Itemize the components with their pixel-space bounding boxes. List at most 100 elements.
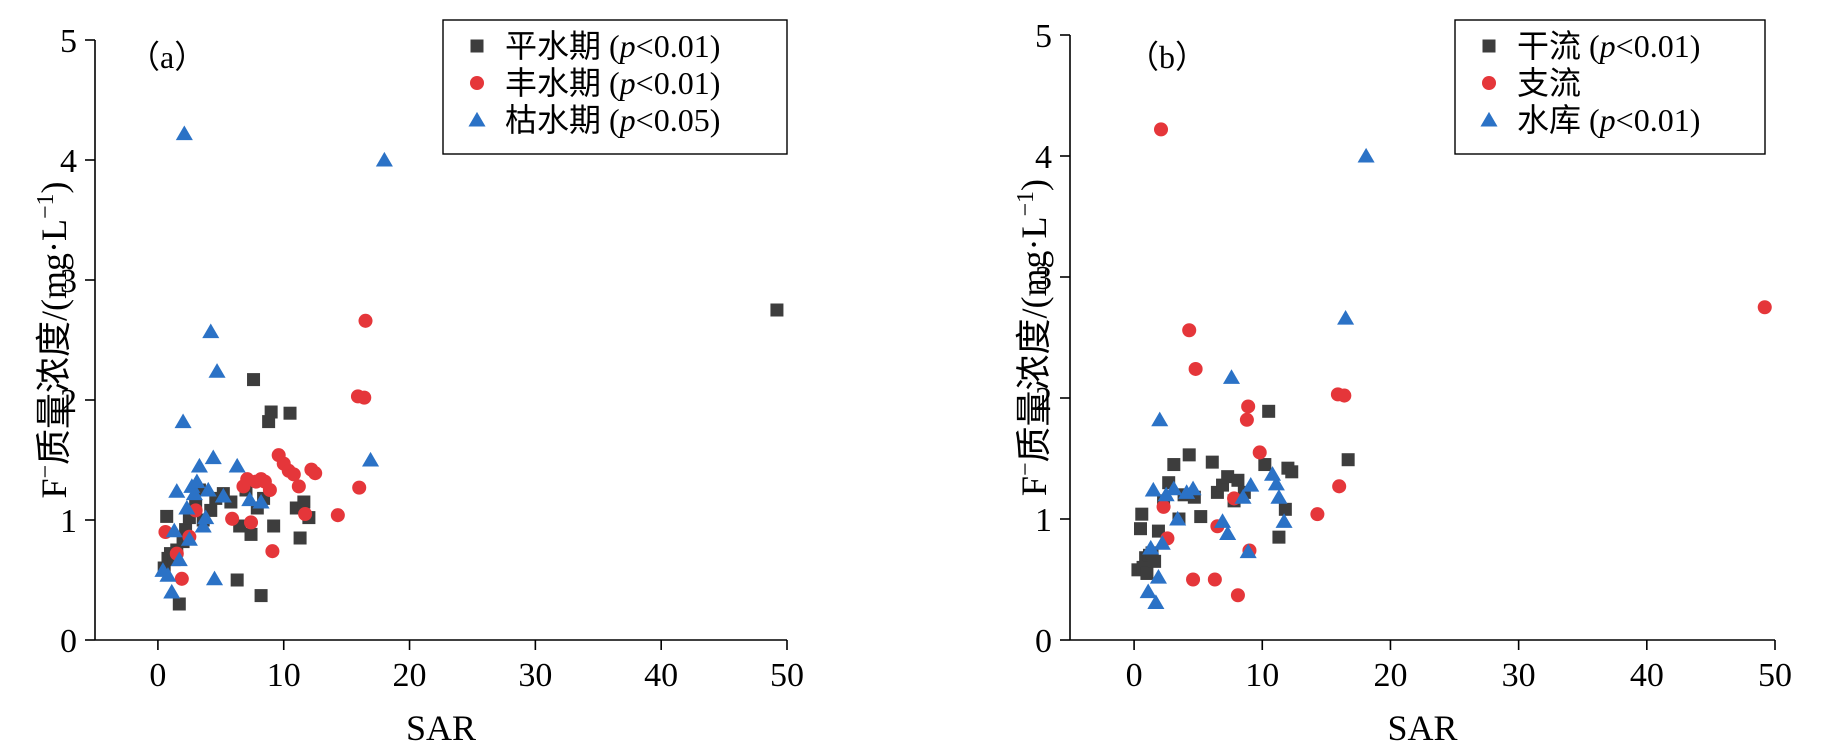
panel-label: （a）: [128, 39, 206, 75]
series-3: [154, 125, 393, 599]
legend-stat-value: <0.05): [636, 102, 721, 138]
data-point: [286, 467, 301, 482]
legend-stat-p: p: [1598, 102, 1616, 138]
chart-panel-a: 0 10 20 30 40 50 0 1 2 3 4 5 SAR F−质量浓度/(mg·L−1) （a） 平水…: [33, 19, 804, 748]
panel-label: （b）: [1127, 39, 1207, 75]
legend-series-name: 水库: [1517, 102, 1589, 138]
data-point: [165, 522, 183, 538]
data-point: [1262, 404, 1276, 418]
legend-stat-value: <0.01): [1616, 102, 1701, 138]
data-point: [1231, 473, 1245, 487]
data-point: [1272, 530, 1286, 544]
x-tick-label: 10: [267, 657, 301, 694]
data-point: [1169, 510, 1187, 526]
y-tick-label: 3: [1035, 260, 1052, 297]
data-point: [1153, 535, 1171, 550]
data-point: [230, 573, 244, 587]
legend-label: 支流: [1517, 65, 1581, 101]
legend-stat-open: (: [609, 65, 620, 101]
data-point: [770, 303, 784, 317]
y-axis-title-text: F: [1014, 476, 1054, 496]
data-point: [172, 597, 186, 611]
data-point: [254, 589, 268, 603]
x-axis-title: SAR: [406, 708, 476, 748]
data-point: [1165, 480, 1183, 496]
data-point: [1207, 572, 1222, 587]
y-tick-label: 5: [1035, 18, 1052, 55]
legend-stat-value: <0.01): [636, 28, 721, 64]
legend-stat-p: p: [618, 28, 636, 64]
data-point: [1278, 502, 1292, 516]
legend-stat-open: (: [1589, 28, 1600, 64]
data-point: [1188, 361, 1203, 376]
y-tick-label: 0: [1035, 623, 1052, 660]
legend-label: 水库 (p<0.01): [1517, 102, 1700, 138]
data-point: [1332, 479, 1347, 494]
data-point: [1221, 470, 1235, 484]
legend-label: 干流 (p<0.01): [1517, 28, 1700, 64]
legend-box: [1454, 19, 1766, 155]
data-point: [1285, 465, 1299, 479]
x-tick-label: 20: [1373, 657, 1407, 694]
legend-label: 平水期 (p<0.01): [505, 28, 720, 64]
legend: 平水期 (p<0.01)丰水期 (p<0.01)枯水期 (p<0.05): [442, 19, 788, 155]
data-point: [298, 506, 313, 522]
data-point: [214, 487, 232, 503]
data-point: [1139, 583, 1157, 599]
data-point: [228, 457, 246, 473]
series-2: [1153, 122, 1772, 603]
data-point: [1135, 507, 1149, 521]
data-point: [1275, 513, 1293, 528]
y-axis-title-superscript: −: [33, 465, 59, 479]
data-point: [1140, 566, 1154, 580]
x-tick-label: 0: [149, 657, 166, 694]
data-point: [1270, 489, 1288, 504]
data-point: [1252, 445, 1267, 460]
data-point: [204, 449, 222, 465]
y-axis-title-superscript: −: [1013, 462, 1039, 476]
y-tick-label: 1: [1035, 502, 1052, 539]
data-point: [1151, 411, 1169, 427]
data-point: [293, 531, 307, 545]
data-point: [1258, 458, 1272, 472]
y-tick-label: 0: [60, 623, 77, 660]
y-axis-title-text: F: [34, 479, 74, 499]
y-tick-label: 1: [60, 503, 77, 540]
y-tick-label: 3: [60, 263, 77, 300]
data-point: [1357, 147, 1375, 163]
data-point: [1214, 513, 1232, 528]
legend-marker: [1480, 111, 1498, 127]
data-point: [199, 481, 217, 497]
data-point: [1239, 543, 1257, 559]
data-point: [243, 515, 259, 530]
data-point: [1337, 388, 1352, 403]
data-point: [1182, 448, 1196, 462]
y-tick-label: 4: [1035, 139, 1052, 176]
data-point: [163, 583, 181, 599]
data-point: [1194, 510, 1208, 524]
legend-stat-value: <0.01): [636, 65, 721, 101]
data-point: [194, 517, 212, 533]
data-point: [241, 491, 259, 507]
legend-marker: [468, 111, 486, 127]
data-point: [357, 390, 372, 405]
data-point: [168, 483, 186, 498]
data-point: [185, 485, 203, 501]
data-point: [174, 571, 189, 586]
legend-marker: [1482, 39, 1496, 53]
legend-stat-p: p: [1598, 28, 1616, 64]
data-point: [308, 466, 323, 481]
x-tick-label: 30: [518, 657, 552, 694]
data-point: [297, 495, 311, 509]
legend-stat-open: (: [1589, 102, 1600, 138]
data-point: [1153, 122, 1169, 137]
legend-stat-p: p: [618, 102, 636, 138]
legend-stat-value: <0.01): [1616, 28, 1701, 64]
x-tick-label: 50: [1758, 657, 1792, 694]
y-axis-title-text: 质量浓度/(mg·L: [34, 219, 74, 465]
data-point: [205, 570, 224, 586]
data-point: [362, 451, 380, 467]
y-tick-label: 2: [60, 383, 77, 420]
legend-stat-open: (: [609, 28, 620, 64]
